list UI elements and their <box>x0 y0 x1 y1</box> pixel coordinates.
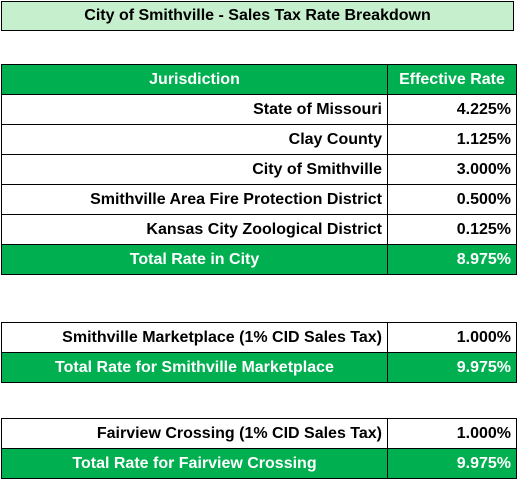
table-row: Fairview Crossing (1% CID Sales Tax) 1.0… <box>1 418 517 449</box>
fairview-name: Fairview Crossing (1% CID Sales Tax) <box>1 418 388 449</box>
jurisdiction-name: Clay County <box>1 124 388 155</box>
marketplace-total-row: Total Rate for Smithville Marketplace 9.… <box>1 352 517 383</box>
jurisdiction-name: City of Smithville <box>1 154 388 185</box>
marketplace-table: Smithville Marketplace (1% CID Sales Tax… <box>1 322 517 383</box>
table-header-row: Jurisdiction Effective Rate <box>1 64 517 95</box>
marketplace-rate: 1.000% <box>387 322 517 353</box>
fairview-total-rate: 9.975% <box>387 448 517 479</box>
jurisdiction-rate: 1.125% <box>387 124 517 155</box>
effective-rate-header: Effective Rate <box>387 64 517 95</box>
jurisdiction-name: Smithville Area Fire Protection District <box>1 184 388 215</box>
jurisdiction-name: State of Missouri <box>1 94 388 125</box>
total-city-label: Total Rate in City <box>1 244 388 275</box>
table-row: City of Smithville 3.000% <box>1 154 517 185</box>
jurisdiction-rate: 4.225% <box>387 94 517 125</box>
jurisdiction-name: Kansas City Zoological District <box>1 214 388 245</box>
table-row: Clay County 1.125% <box>1 124 517 155</box>
table-row: Kansas City Zoological District 0.125% <box>1 214 517 245</box>
total-city-row: Total Rate in City 8.975% <box>1 244 517 275</box>
table-row: Smithville Marketplace (1% CID Sales Tax… <box>1 322 517 353</box>
fairview-rate: 1.000% <box>387 418 517 449</box>
fairview-total-row: Total Rate for Fairview Crossing 9.975% <box>1 448 517 479</box>
jurisdiction-rate: 3.000% <box>387 154 517 185</box>
rate-breakdown-table: Jurisdiction Effective Rate State of Mis… <box>1 64 517 275</box>
table-row: State of Missouri 4.225% <box>1 94 517 125</box>
table-row: Smithville Area Fire Protection District… <box>1 184 517 215</box>
marketplace-total-rate: 9.975% <box>387 352 517 383</box>
marketplace-name: Smithville Marketplace (1% CID Sales Tax… <box>1 322 388 353</box>
jurisdiction-header: Jurisdiction <box>1 64 388 95</box>
fairview-total-label: Total Rate for Fairview Crossing <box>1 448 388 479</box>
page-title: City of Smithville - Sales Tax Rate Brea… <box>1 1 514 31</box>
jurisdiction-rate: 0.500% <box>387 184 517 215</box>
fairview-table: Fairview Crossing (1% CID Sales Tax) 1.0… <box>1 418 517 479</box>
total-city-rate: 8.975% <box>387 244 517 275</box>
marketplace-total-label: Total Rate for Smithville Marketplace <box>1 352 388 383</box>
jurisdiction-rate: 0.125% <box>387 214 517 245</box>
